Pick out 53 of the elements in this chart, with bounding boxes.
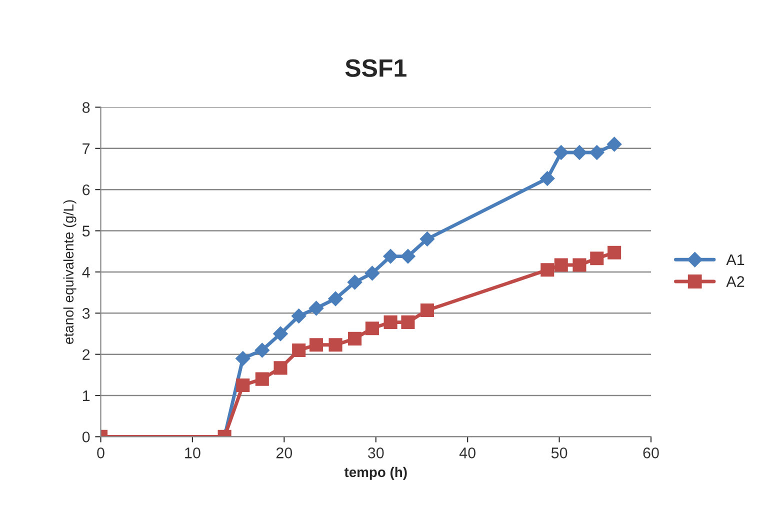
point — [383, 248, 398, 264]
point — [589, 145, 604, 160]
x-tick-label: 40 — [459, 448, 476, 458]
point — [291, 308, 306, 324]
x-tick-label: 50 — [551, 448, 568, 458]
point — [308, 300, 324, 316]
x-tick-label: 10 — [185, 448, 200, 458]
point — [328, 338, 342, 352]
point — [347, 274, 362, 290]
chart-title: SSF1 — [345, 59, 406, 77]
point — [420, 232, 435, 246]
y-tick-label: 6 — [82, 184, 90, 196]
x-axis-title: tempo (h) — [344, 466, 407, 480]
point — [590, 252, 604, 266]
point — [348, 332, 362, 346]
point — [554, 145, 569, 160]
point — [420, 303, 434, 318]
legend-label: A2 — [726, 276, 744, 287]
y-tick-label: 5 — [82, 226, 90, 236]
point — [236, 378, 250, 392]
y-tick-label: 8 — [82, 102, 90, 113]
point — [540, 171, 555, 186]
y-tick-label: 7 — [82, 143, 90, 154]
x-tick-label: 0 — [97, 448, 104, 458]
point — [401, 315, 415, 329]
point — [608, 246, 622, 260]
point — [572, 258, 586, 272]
legend-label: A1 — [726, 254, 744, 265]
y-tick-label: 0 — [82, 432, 90, 442]
x-tick-label: 30 — [368, 448, 384, 458]
point — [572, 145, 587, 160]
point — [400, 248, 416, 264]
x-tick-label: 20 — [276, 448, 292, 458]
point — [236, 351, 250, 366]
point — [274, 361, 288, 375]
point — [365, 322, 379, 336]
y-tick-label: 3 — [82, 308, 90, 319]
point — [273, 326, 288, 342]
point — [255, 372, 269, 386]
y-axis-title: etanol equivalente (g/L) — [63, 200, 76, 344]
y-tick-label: 4 — [82, 266, 90, 278]
y-tick-label: 1 — [83, 390, 90, 402]
point — [606, 136, 622, 152]
point — [309, 338, 324, 352]
point — [254, 342, 270, 358]
point — [364, 266, 380, 281]
point — [384, 315, 398, 329]
x-tick-label: 60 — [643, 448, 659, 458]
y-tick-label: 2 — [82, 349, 90, 360]
point — [328, 291, 343, 306]
point — [540, 263, 554, 277]
point — [554, 258, 568, 272]
point — [292, 343, 306, 357]
